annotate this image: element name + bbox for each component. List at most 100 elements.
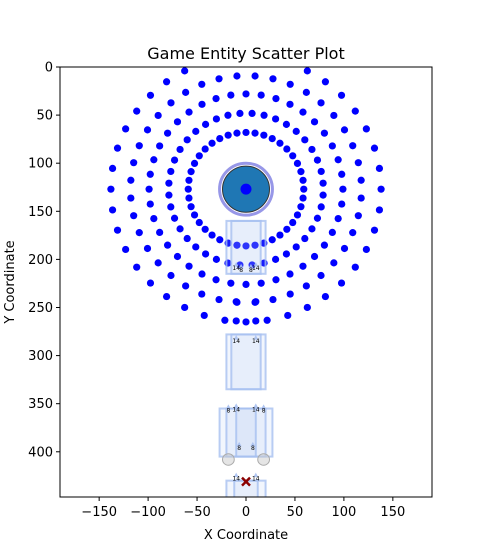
scatter-point — [292, 127, 300, 135]
scatter-point — [167, 203, 175, 211]
scatter-point — [340, 244, 349, 253]
entity-box — [230, 333, 262, 391]
scatter-point — [170, 156, 179, 164]
entity-box — [235, 407, 257, 458]
scatter-point — [185, 108, 193, 116]
data-label: 14 — [232, 265, 240, 272]
scatter-point — [135, 229, 143, 237]
scatter-point — [224, 111, 232, 119]
scatter-point — [340, 126, 349, 134]
data-label: 8 — [239, 267, 243, 274]
y-tick-label: 0 — [45, 61, 53, 76]
data-label: 14 — [252, 476, 260, 483]
scatter-point — [330, 259, 338, 267]
scatter-point — [165, 191, 173, 199]
scatter-point — [299, 108, 307, 116]
y-tick-label: 300 — [28, 349, 53, 364]
scatter-point — [317, 271, 325, 280]
scatter-point — [310, 118, 319, 126]
scatter-point — [150, 156, 158, 164]
scatter-point — [195, 218, 203, 227]
data-label: 14 — [252, 265, 260, 272]
scatter-point — [269, 295, 277, 304]
scatter-point — [297, 168, 305, 176]
scatter-point — [127, 194, 135, 202]
x-axis: −150 −100 −50 0 50 100 150 — [81, 497, 405, 520]
scatter-point — [301, 136, 309, 144]
scatter-point — [173, 252, 182, 261]
scatter-point — [143, 244, 152, 253]
entity-marker — [233, 335, 239, 340]
scatter-point — [212, 94, 220, 103]
scatter-point — [303, 67, 311, 75]
scatter-point — [185, 262, 193, 270]
scatter-point — [224, 131, 232, 139]
scatter-point — [272, 276, 280, 284]
scatter-point — [154, 111, 162, 120]
scatter-point — [337, 91, 346, 99]
scatter-point — [145, 185, 153, 193]
scatter-point — [301, 234, 309, 243]
x-tick-label: 150 — [380, 505, 405, 520]
scatter-point — [370, 144, 379, 152]
scatter-point — [299, 176, 307, 184]
scatter-point — [201, 120, 210, 128]
scatter-point — [107, 185, 115, 193]
scatter-point — [236, 109, 244, 118]
scatter-point — [146, 279, 155, 287]
x-tick-label: −150 — [81, 505, 117, 520]
scatter-point — [130, 159, 138, 167]
scatter-point — [146, 170, 154, 178]
scatter-point — [167, 271, 175, 280]
y-axis-label: Y Coordinate — [3, 240, 18, 324]
scatter-point — [113, 226, 122, 234]
scatter-point — [170, 214, 179, 222]
scatter-point — [208, 139, 216, 147]
y-tick-label: 150 — [28, 205, 53, 220]
scatter-point — [242, 128, 250, 137]
scatter-point — [293, 211, 302, 219]
scatter-point — [162, 292, 171, 301]
x-tick-label: 100 — [331, 505, 356, 520]
y-tick-label: 350 — [28, 397, 53, 412]
plot-area: 14 148 814 148 14 14 88 814 14 — [107, 67, 385, 497]
scatter-point — [242, 280, 250, 289]
chart-title: Game Entity Scatter Plot — [147, 44, 344, 63]
scatter-point — [182, 88, 190, 96]
scatter-point — [313, 156, 322, 164]
scatter-point — [375, 206, 384, 214]
x-tick-label: 0 — [242, 505, 250, 520]
scatter-point — [320, 241, 329, 249]
scatter-point — [268, 236, 276, 244]
scatter-point — [328, 142, 336, 150]
scatter-point — [338, 170, 346, 178]
scatter-point — [260, 111, 268, 119]
scatter-point — [227, 279, 235, 287]
scatter-point — [319, 191, 327, 199]
scatter-point — [377, 185, 385, 193]
scatter-point — [232, 298, 240, 306]
scatter-point — [299, 194, 307, 202]
scatter-point — [319, 179, 327, 187]
y-tick-label: 250 — [28, 301, 53, 316]
scatter-point — [130, 212, 138, 220]
ghost-entity — [222, 453, 235, 466]
scatter-point — [271, 115, 280, 123]
scatter-point — [317, 203, 325, 211]
x-tick-label: −100 — [130, 505, 166, 520]
scatter-point — [300, 185, 308, 193]
scatter-point — [135, 142, 143, 150]
scatter-point — [182, 282, 190, 290]
scatter-point — [133, 263, 141, 271]
x-tick-label: 50 — [287, 505, 304, 520]
data-label: 14 — [232, 476, 240, 483]
scatter-point — [154, 259, 162, 267]
scatter-point — [133, 107, 141, 115]
data-label: 14 — [252, 338, 260, 345]
scatter-point — [248, 109, 256, 118]
scatter-point — [146, 200, 154, 208]
scatter-point — [269, 75, 277, 83]
scatter-point — [201, 250, 210, 258]
scatter-point — [146, 91, 155, 99]
